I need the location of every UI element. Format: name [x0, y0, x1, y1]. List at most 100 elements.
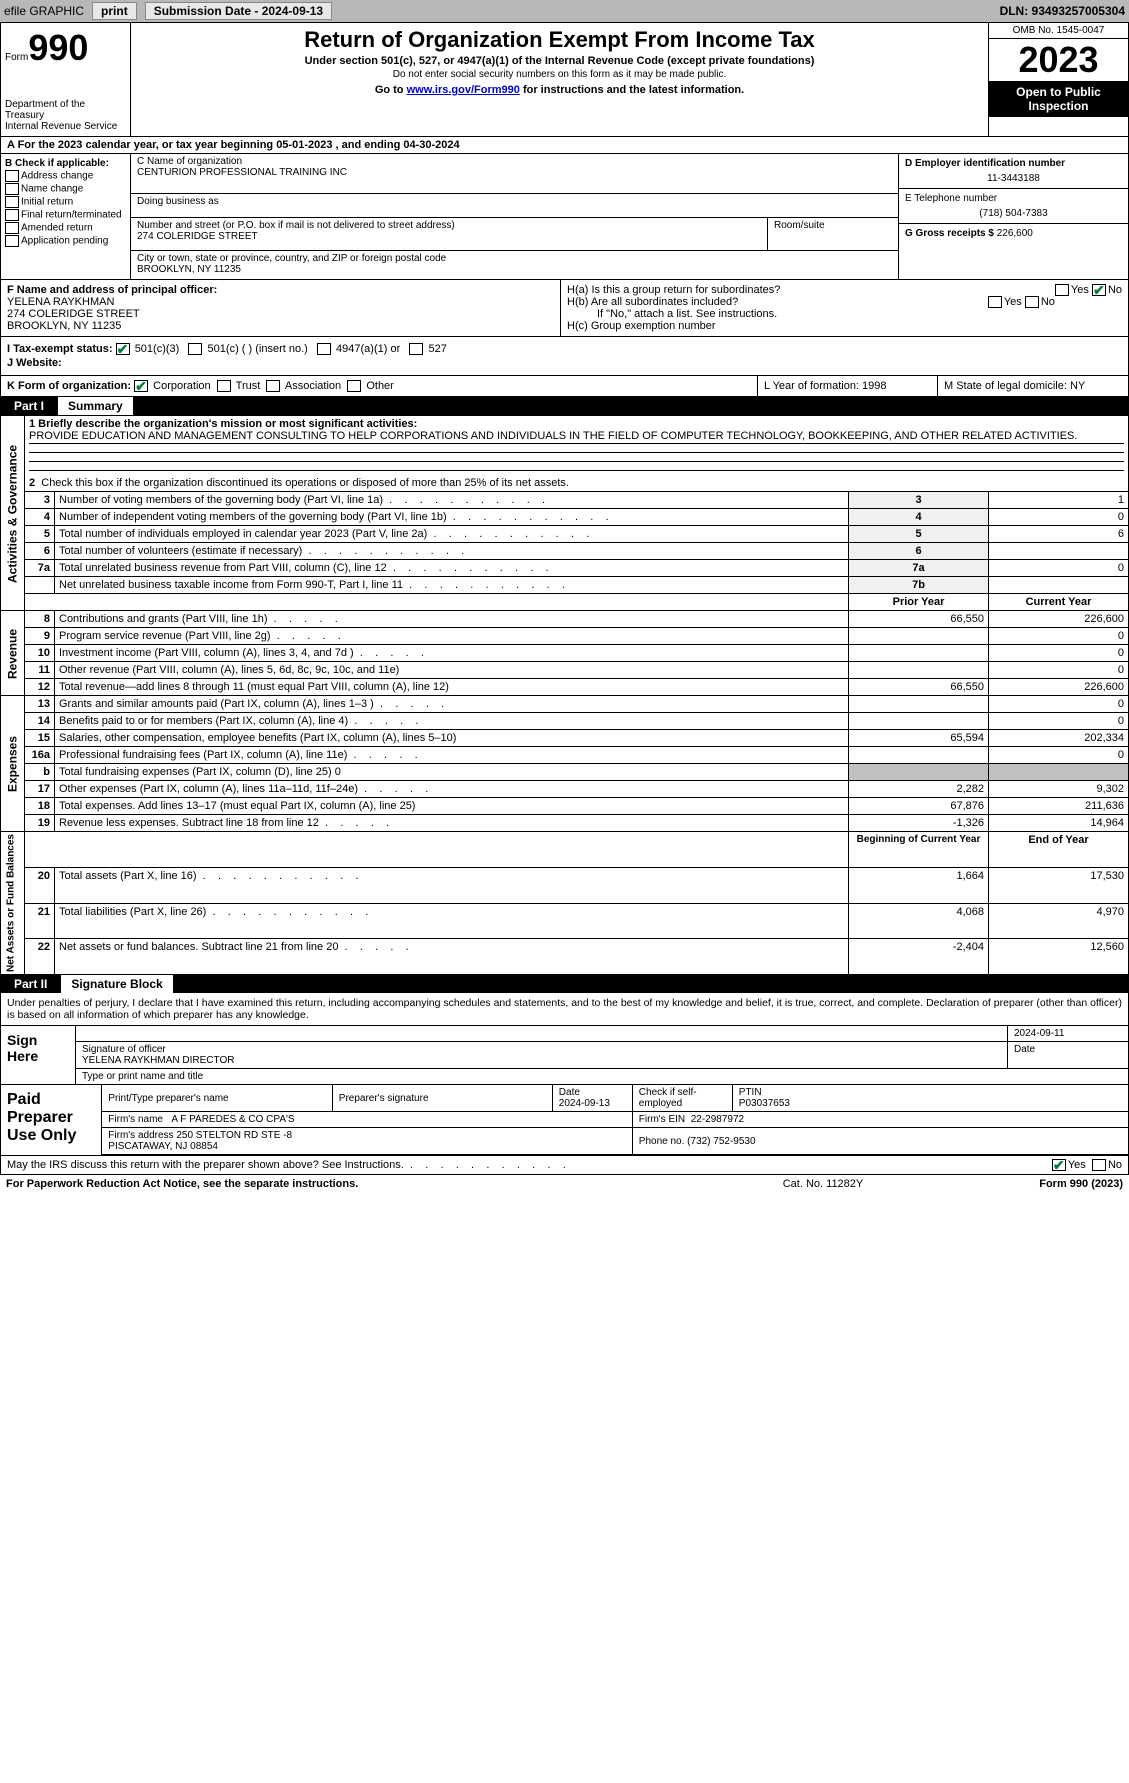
officer-addr1: 274 COLERIDGE STREET: [7, 308, 554, 320]
cb-4947[interactable]: [317, 343, 331, 355]
cb-501c3[interactable]: [116, 343, 130, 355]
org-name: CENTURION PROFESSIONAL TRAINING INC: [137, 167, 892, 178]
dba-label: Doing business as: [137, 196, 892, 207]
suite-label: Room/suite: [768, 218, 898, 250]
ptin-value: P03037653: [739, 1098, 790, 1109]
firm-ein: 22-2987972: [691, 1114, 744, 1125]
city-value: BROOKLYN, NY 11235: [137, 264, 892, 275]
gross-receipts-label: G Gross receipts $: [905, 228, 994, 239]
current-year-hdr: Current Year: [989, 594, 1129, 611]
type-name-label: Type or print name and title: [76, 1069, 1128, 1084]
cb-application-pending[interactable]: Application pending: [5, 235, 126, 247]
dln-label: DLN: 93493257005304: [1000, 4, 1125, 18]
form-ref: Form 990 (2023): [923, 1178, 1123, 1190]
state-domicile: M State of legal domicile: NY: [938, 376, 1128, 396]
cb-final-return[interactable]: Final return/terminated: [5, 209, 126, 221]
line7b-val: [989, 577, 1129, 594]
phone-value: (718) 504-7383: [905, 208, 1122, 219]
officer-name: YELENA RAYKHMAN: [7, 296, 554, 308]
ein-value: 11-3443188: [905, 173, 1122, 184]
row-ij: I Tax-exempt status: 501(c)(3) 501(c) ( …: [0, 337, 1129, 376]
paid-preparer-label: Paid Preparer Use Only: [1, 1085, 102, 1155]
top-toolbar: efile GRAPHIC print Submission Date - 20…: [0, 0, 1129, 22]
goto-line: Go to www.irs.gov/Form990 for instructio…: [135, 84, 984, 96]
form-org-label: K Form of organization:: [7, 380, 131, 392]
prep-name-label: Print/Type preparer's name: [102, 1085, 332, 1112]
summary-table: Activities & Governance 1 Briefly descri…: [0, 415, 1129, 975]
h-b: H(b) Are all subordinates included? Yes …: [567, 296, 1122, 308]
dept-label: Department of the Treasury Internal Reve…: [5, 99, 126, 132]
line4-text: Number of independent voting members of …: [59, 511, 447, 523]
street-label: Number and street (or P.O. box if mail i…: [137, 220, 761, 231]
line5-val: 6: [989, 526, 1129, 543]
perjury-declaration: Under penalties of perjury, I declare th…: [1, 993, 1128, 1025]
cb-initial-return[interactable]: Initial return: [5, 196, 126, 208]
cb-discuss-no[interactable]: [1092, 1159, 1106, 1171]
line7b-text: Net unrelated business taxable income fr…: [59, 579, 403, 591]
cb-501c[interactable]: [188, 343, 202, 355]
vlabel-revenue: Revenue: [1, 611, 25, 696]
officer-label: F Name and address of principal officer:: [7, 284, 554, 296]
line7a-text: Total unrelated business revenue from Pa…: [59, 562, 387, 574]
cb-name-change[interactable]: Name change: [5, 183, 126, 195]
efile-label: efile GRAPHIC: [4, 4, 84, 18]
vlabel-activities: Activities & Governance: [1, 416, 25, 611]
firm-name: A F PAREDES & CO CPA'S: [171, 1114, 294, 1125]
sign-here-label: Sign Here: [1, 1026, 76, 1084]
print-button[interactable]: print: [92, 2, 137, 20]
gross-receipts-value: 226,600: [997, 228, 1033, 239]
line4-val: 0: [989, 509, 1129, 526]
check-self-employed[interactable]: Check if self-employed: [632, 1085, 732, 1112]
cb-corp[interactable]: [134, 380, 148, 392]
form-word: Form: [5, 52, 28, 63]
website-label: J Website:: [7, 357, 62, 369]
sig-officer-label: Signature of officer: [82, 1044, 166, 1055]
irs-discuss-q: May the IRS discuss this return with the…: [7, 1159, 404, 1171]
firm-phone: (732) 752-9530: [687, 1136, 755, 1147]
box-b: B Check if applicable: Address change Na…: [1, 154, 131, 279]
line5-text: Total number of individuals employed in …: [59, 528, 427, 540]
prior-year-hdr: Prior Year: [849, 594, 989, 611]
line3-val: 1: [989, 492, 1129, 509]
row-klm: K Form of organization: Corporation Trus…: [0, 376, 1129, 397]
sig-date-label: Date: [1008, 1042, 1128, 1068]
officer-name-title: YELENA RAYKHMAN DIRECTOR: [82, 1055, 234, 1066]
city-label: City or town, state or province, country…: [137, 253, 892, 264]
vlabel-netassets: Net Assets or Fund Balances: [1, 832, 25, 975]
irs-link[interactable]: www.irs.gov/Form990: [407, 84, 520, 96]
street-value: 274 COLERIDGE STREET: [137, 231, 761, 242]
row-a-period: A For the 2023 calendar year, or tax yea…: [0, 137, 1129, 154]
ein-label: D Employer identification number: [905, 158, 1122, 169]
h-a: H(a) Is this a group return for subordin…: [567, 284, 1122, 296]
q1-label: 1 Briefly describe the organization's mi…: [29, 418, 417, 430]
omb-number: OMB No. 1545-0047: [989, 23, 1128, 39]
cb-trust[interactable]: [217, 380, 231, 392]
cb-assoc[interactable]: [266, 380, 280, 392]
signature-block: Under penalties of perjury, I declare th…: [0, 993, 1129, 1156]
prep-date: 2024-09-13: [559, 1098, 610, 1109]
form-note: Do not enter social security numbers on …: [135, 69, 984, 80]
irs-discuss-row: May the IRS discuss this return with the…: [0, 1156, 1129, 1175]
box-b-title: B Check if applicable:: [5, 158, 126, 169]
tax-year: 2023: [989, 39, 1128, 81]
submission-date-button[interactable]: Submission Date - 2024-09-13: [145, 2, 332, 20]
form-subtitle: Under section 501(c), 527, or 4947(a)(1)…: [135, 55, 984, 67]
cb-amended-return[interactable]: Amended return: [5, 222, 126, 234]
cb-other[interactable]: [347, 380, 361, 392]
cb-address-change[interactable]: Address change: [5, 170, 126, 182]
tax-status-label: I Tax-exempt status:: [7, 343, 113, 355]
form-title: Return of Organization Exempt From Incom…: [135, 27, 984, 53]
line6-text: Total number of volunteers (estimate if …: [59, 545, 302, 557]
mission-text: PROVIDE EDUCATION AND MANAGEMENT CONSULT…: [29, 430, 1124, 444]
q2-text: Check this box if the organization disco…: [41, 477, 569, 489]
paperwork-notice: For Paperwork Reduction Act Notice, see …: [6, 1178, 723, 1190]
form-number: 990: [28, 27, 88, 68]
cb-discuss-yes[interactable]: [1052, 1159, 1066, 1171]
cb-527[interactable]: [409, 343, 423, 355]
phone-label: E Telephone number: [905, 193, 1122, 204]
cat-no: Cat. No. 11282Y: [723, 1178, 923, 1190]
line7a-val: 0: [989, 560, 1129, 577]
prep-sig-label: Preparer's signature: [332, 1085, 552, 1112]
eoy-hdr: End of Year: [989, 832, 1129, 868]
h-note: If "No," attach a list. See instructions…: [567, 308, 1122, 320]
